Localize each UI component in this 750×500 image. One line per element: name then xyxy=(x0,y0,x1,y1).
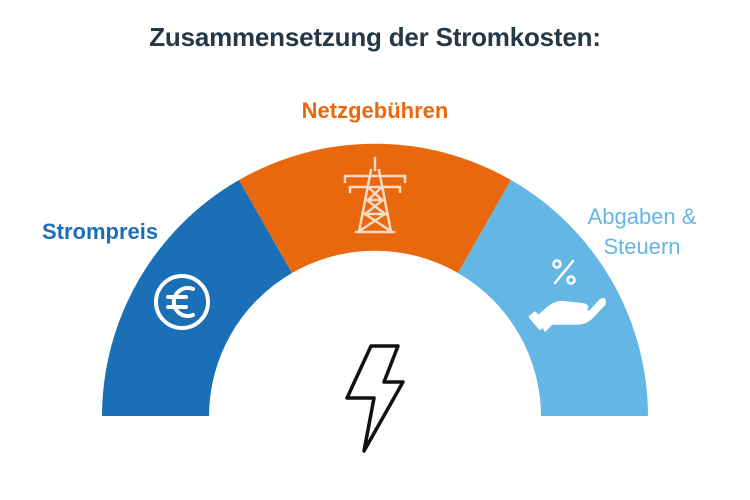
percent-hand-icon xyxy=(528,259,606,332)
label-netzgebuehren: Netzgebühren xyxy=(301,98,449,123)
segment-strompreis xyxy=(102,180,292,416)
label-strompreis: Strompreis xyxy=(42,219,159,244)
label-abgaben-steuern: Abgaben & Steuern xyxy=(572,202,712,262)
diagram-title: Zusammensetzung der Stromkosten: xyxy=(149,22,601,52)
lightning-bolt-icon xyxy=(345,344,405,453)
segment-netzgebuehren xyxy=(239,143,511,273)
segment-abgaben-steuern xyxy=(458,180,648,416)
euro-icon xyxy=(154,274,210,330)
label-abgaben-line-1: Abgaben & xyxy=(587,204,697,229)
label-abgaben-line-2: Steuern xyxy=(603,234,681,259)
power-tower-icon xyxy=(343,156,407,234)
